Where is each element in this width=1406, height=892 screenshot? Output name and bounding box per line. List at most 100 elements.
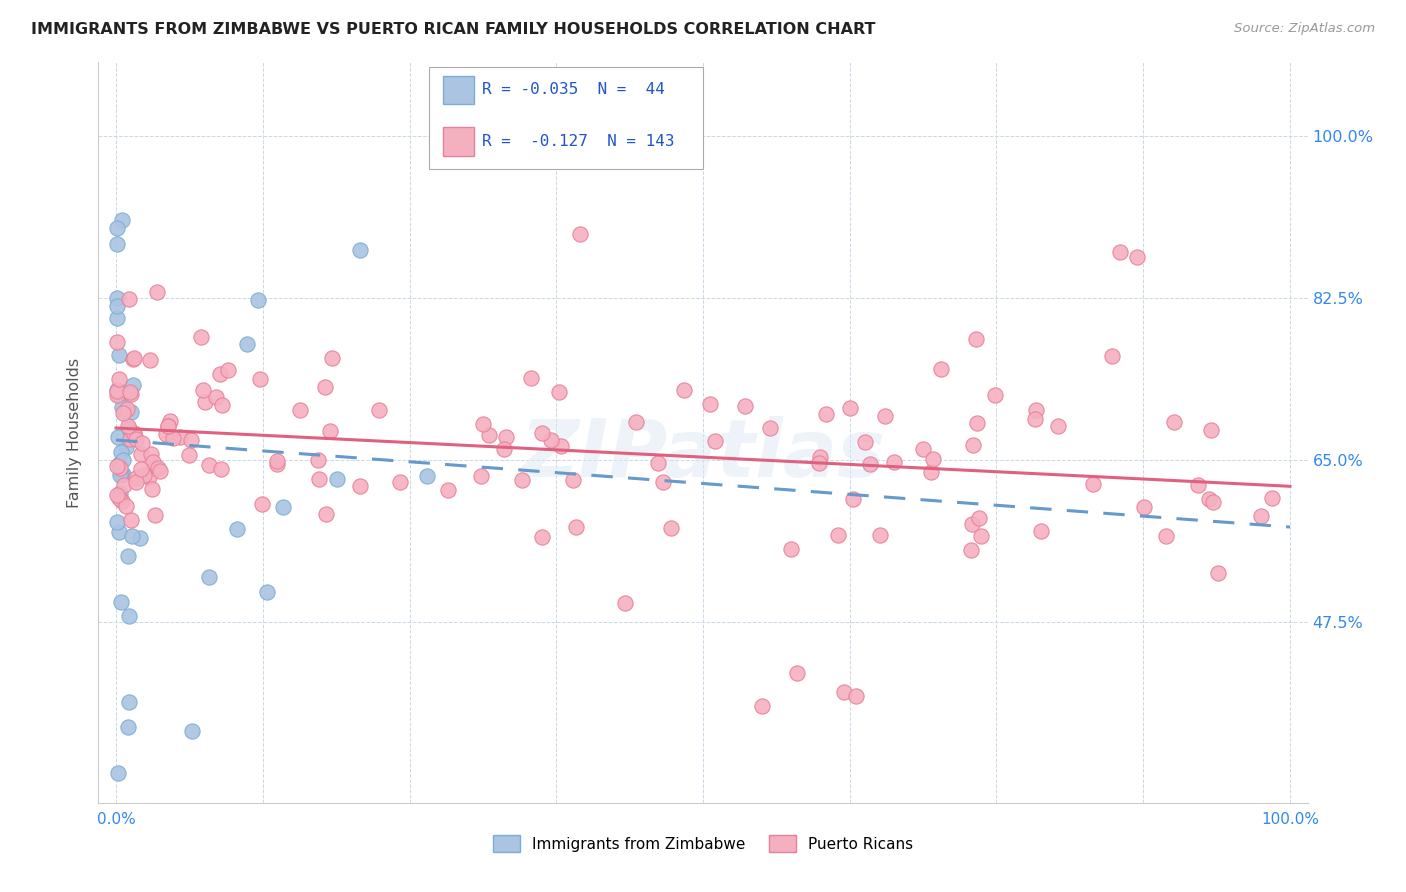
Point [1025,403,1047,417]
Point [659,520,682,534]
Point [209,367,232,381]
Point [108,387,131,401]
Point [120,432,142,446]
Point [839,401,862,416]
Point [249,372,271,386]
Point [624,415,647,429]
Point [758,421,780,435]
Point [962,438,984,452]
Point [565,520,588,534]
Point [120,385,142,400]
Point [194,395,217,409]
Point [288,402,311,417]
Point [157,419,180,434]
Y-axis label: Family Households: Family Households [67,358,83,508]
Point [146,285,169,299]
Point [367,403,389,417]
Point [869,528,891,542]
Point [883,455,905,469]
Point [110,213,132,227]
Point [531,530,554,544]
Point [117,549,139,563]
Point [120,405,142,419]
Point [699,396,721,410]
Point [110,467,132,482]
Point [266,454,288,468]
Point [970,529,993,543]
Point [929,361,952,376]
Point [922,452,945,467]
Point [118,422,141,436]
Point [148,460,170,475]
Point [157,419,180,434]
Point [120,513,142,527]
Point [141,482,163,496]
Point [827,528,849,542]
Point [191,383,214,397]
Point [138,470,160,484]
Point [211,462,233,476]
Point [1156,529,1178,543]
Point [349,479,371,493]
Point [1101,349,1123,363]
Point [1047,419,1070,434]
Point [155,427,177,442]
Point [673,384,696,398]
Point [105,515,128,529]
Point [1081,476,1104,491]
Point [250,497,273,511]
Point [842,491,865,506]
Point [107,458,129,473]
Point [118,695,141,709]
Point [117,419,139,434]
Point [108,457,131,471]
Point [114,499,136,513]
Point [143,508,166,522]
Point [117,292,139,306]
Point [125,475,148,490]
Point [112,453,135,467]
Point [832,685,855,699]
Point [211,397,233,411]
Point [142,455,165,469]
Point [1198,491,1220,506]
Point [786,666,808,681]
Point [143,461,166,475]
Point [436,483,458,498]
Point [115,401,138,416]
Point [111,401,134,415]
Point [105,334,128,349]
Point [124,432,146,446]
Point [107,430,129,444]
Point [124,425,146,440]
Point [808,450,831,464]
Point [1163,415,1185,429]
Point [966,416,988,430]
Point [859,458,882,472]
Point [122,351,145,366]
Point [134,468,156,483]
Point [107,348,129,362]
Point [314,380,336,394]
Point [114,440,136,454]
Point [321,351,343,366]
Point [853,434,876,449]
Point [111,406,134,420]
Point [197,570,219,584]
Point [875,409,897,424]
Point [190,330,212,344]
Text: 0.0%: 0.0% [97,812,135,827]
Point [1199,423,1222,437]
Point [225,522,247,536]
Point [139,353,162,368]
Point [121,529,143,543]
Point [181,724,204,739]
Point [111,494,134,508]
Point [110,445,132,459]
Point [967,510,990,524]
Point [107,371,129,385]
Point [965,332,987,346]
Point [204,390,226,404]
Point [217,363,239,377]
Point [478,427,501,442]
